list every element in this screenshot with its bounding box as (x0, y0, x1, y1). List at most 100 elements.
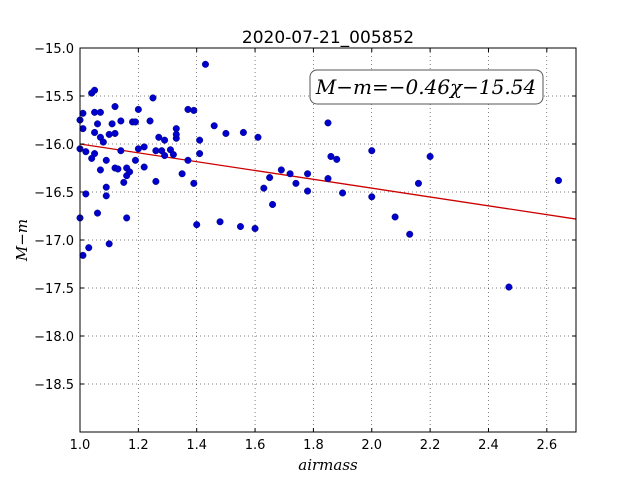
data-point (266, 174, 274, 182)
data-point (178, 170, 186, 178)
data-point (269, 200, 277, 208)
y-tick-label: −18.5 (34, 378, 74, 393)
data-point (222, 129, 230, 137)
data-point (79, 125, 87, 133)
y-tick-label: −16.5 (34, 186, 74, 201)
data-point (134, 145, 142, 153)
data-point (196, 136, 204, 144)
data-point (134, 105, 142, 113)
data-point (126, 168, 134, 176)
data-point (117, 147, 125, 155)
y-axis-label: M−m (13, 219, 31, 262)
data-point (102, 156, 110, 164)
x-tick-label: 2.0 (361, 438, 382, 453)
data-point (105, 240, 113, 248)
x-tick-label: 2.2 (420, 438, 441, 453)
tick-labels: 1.0 1.2 1.4 1.6 1.8 2.0 2.2 2.4 2.6 −15.0 −15.5 −16… (34, 42, 557, 453)
data-point (111, 129, 119, 137)
data-point (114, 165, 122, 173)
data-point (120, 178, 128, 186)
data-point (102, 183, 110, 191)
data-point (123, 214, 131, 222)
data-point (554, 176, 562, 184)
data-point (292, 179, 300, 187)
data-point (82, 148, 90, 156)
y-tick-label: −17.0 (34, 234, 74, 249)
data-point (94, 209, 102, 217)
data-point (172, 130, 180, 138)
annotation-box (309, 69, 544, 105)
data-point (146, 117, 154, 125)
data-point (82, 190, 90, 198)
points-layer (76, 60, 562, 291)
data-point (108, 120, 116, 128)
data-point (91, 150, 99, 158)
data-point (131, 156, 139, 164)
y-tick-label: −15.0 (34, 42, 74, 57)
x-tick-label: 1.0 (70, 438, 91, 453)
data-point (216, 218, 224, 226)
x-tick-label: 2.4 (478, 438, 499, 453)
data-point (414, 179, 422, 187)
data-point (140, 143, 148, 151)
data-point (79, 251, 87, 259)
data-point (152, 177, 160, 185)
data-point (201, 60, 209, 68)
data-point (99, 138, 107, 146)
y-tick-label: −16.0 (34, 138, 74, 153)
x-tick-label: 1.8 (303, 438, 324, 453)
data-point (193, 221, 201, 229)
data-point (333, 155, 341, 163)
data-point (190, 106, 198, 114)
data-point (277, 166, 285, 174)
data-point (94, 120, 102, 128)
x-tick-label: 2.6 (536, 438, 557, 453)
data-point (324, 119, 332, 127)
data-point (260, 184, 268, 192)
data-point (210, 122, 218, 130)
data-point (169, 151, 177, 159)
data-point (239, 128, 247, 136)
data-point (190, 179, 198, 187)
data-point (368, 147, 376, 155)
data-point (131, 118, 139, 126)
data-point (324, 175, 332, 183)
data-point (327, 152, 335, 160)
data-point (105, 130, 113, 138)
x-tick-label: 1.6 (245, 438, 266, 453)
data-point (85, 244, 93, 252)
fit-equation-text: M−m=−0.46χ−15.54 (315, 75, 536, 99)
data-point (96, 166, 104, 174)
data-point (304, 170, 312, 178)
data-point (304, 187, 312, 195)
fit-annotation: M−m=−0.46χ−15.54 (309, 69, 544, 105)
data-point (184, 156, 192, 164)
ticks (79, 47, 576, 432)
data-point (236, 223, 244, 231)
chart-title: 2020-07-21_005852 (242, 28, 414, 48)
y-tick-label: −17.5 (34, 282, 74, 297)
data-point (196, 150, 204, 158)
x-tick-label: 1.2 (128, 438, 149, 453)
data-point (391, 213, 399, 221)
data-point (184, 105, 192, 113)
data-point (91, 108, 99, 116)
data-point (426, 152, 434, 160)
data-point (117, 117, 125, 125)
data-point (161, 152, 169, 160)
x-tick-label: 1.4 (186, 438, 207, 453)
x-axis-label: airmass (298, 456, 358, 474)
data-point (79, 109, 87, 117)
data-point (406, 230, 414, 238)
data-point (91, 128, 99, 136)
data-point (149, 94, 157, 102)
data-point (102, 192, 110, 200)
data-point (251, 224, 259, 232)
data-point (254, 133, 262, 141)
data-point (111, 103, 119, 111)
data-point (96, 108, 104, 116)
y-tick-label: −15.5 (34, 90, 74, 105)
data-point (161, 136, 169, 144)
y-tick-label: −18.0 (34, 330, 74, 345)
